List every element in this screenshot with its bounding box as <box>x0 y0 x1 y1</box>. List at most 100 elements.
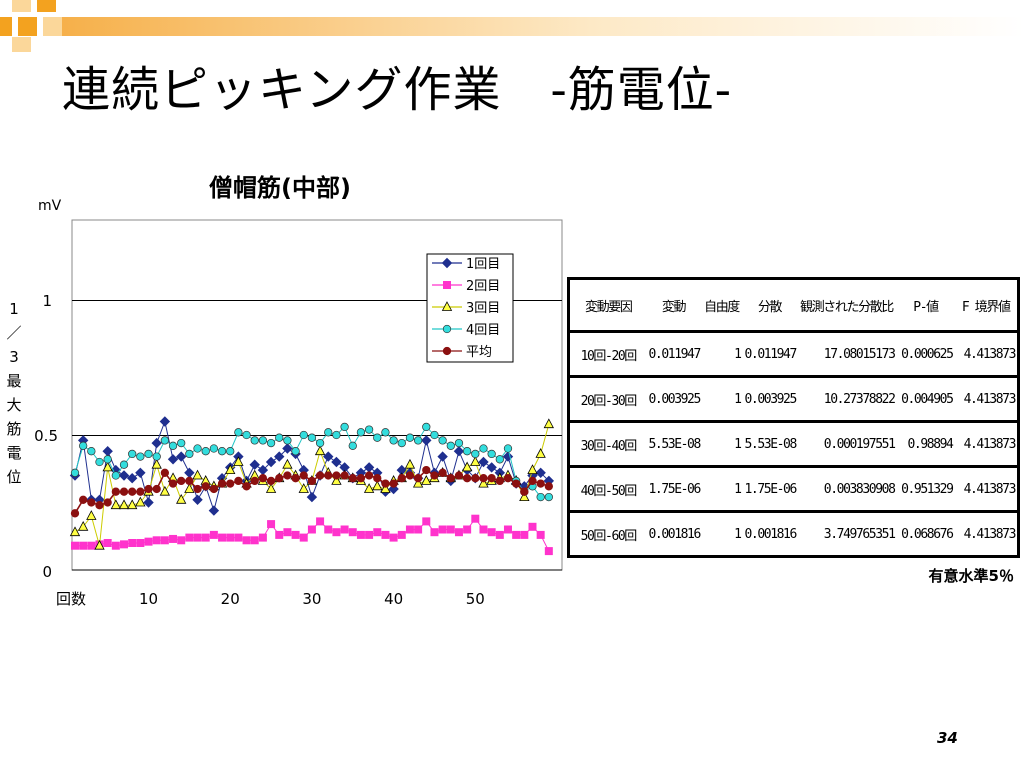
data-point <box>78 520 89 531</box>
data-point <box>397 530 406 539</box>
data-point <box>250 436 259 445</box>
data-point <box>478 456 489 468</box>
deco-square <box>0 17 12 36</box>
data-point <box>79 441 88 450</box>
table-cell: 0.000625 <box>896 331 955 378</box>
data-point <box>348 474 357 483</box>
table-header-row: 変動要因 変動 自由度 分散 観測された分散比 P-値 F 境界値 <box>568 278 1019 333</box>
table-cell: 1 <box>700 376 743 423</box>
data-point <box>471 474 480 483</box>
data-point <box>373 433 382 442</box>
data-point <box>249 459 260 470</box>
data-point <box>111 487 120 496</box>
table-cell: 0.001816 <box>646 511 701 558</box>
data-point <box>544 547 553 556</box>
data-point <box>86 510 97 520</box>
data-point <box>275 433 284 442</box>
data-point <box>389 479 398 488</box>
data-point <box>160 536 169 545</box>
data-point <box>144 449 153 459</box>
data-point <box>503 474 513 483</box>
data-point <box>111 541 120 550</box>
data-point <box>535 448 546 458</box>
deco-square <box>12 0 31 12</box>
table-cell: 10.27378822 <box>796 376 897 423</box>
data-point <box>70 468 80 477</box>
data-point <box>381 428 390 437</box>
data-point <box>348 528 357 537</box>
data-point <box>536 530 545 539</box>
data-point <box>291 474 300 483</box>
data-point <box>324 525 333 534</box>
y-axis-label-char: 位 <box>6 468 21 486</box>
data-point <box>144 537 153 546</box>
data-point <box>283 471 292 480</box>
data-point <box>414 525 423 534</box>
data-point <box>487 528 496 537</box>
data-point <box>258 533 267 542</box>
data-point <box>193 484 202 494</box>
x-tick-label: 10 <box>139 590 158 608</box>
table-cell: 0.003925 <box>742 376 797 423</box>
y-tick-1: 1 <box>42 292 52 310</box>
data-point <box>463 525 472 534</box>
data-point <box>102 461 113 472</box>
deco-square <box>18 17 37 36</box>
data-point <box>267 520 276 529</box>
data-point <box>185 533 194 542</box>
table-header-cell: F 境界値 <box>954 278 1019 333</box>
data-point <box>314 445 326 456</box>
table-cell: 0.003925 <box>646 376 701 423</box>
table-cell: 30回-40回 <box>568 421 647 468</box>
data-point <box>331 475 342 485</box>
data-point <box>283 436 292 445</box>
table-cell: 40回-50回 <box>568 466 647 513</box>
x-tick-label: 40 <box>384 590 403 608</box>
data-point <box>356 428 366 437</box>
data-point <box>421 475 432 485</box>
legend-marker <box>443 281 451 289</box>
data-point <box>535 467 546 479</box>
data-point <box>69 526 81 537</box>
data-point <box>217 447 227 456</box>
y-axis-label-char: 3 <box>9 348 19 366</box>
deco-bar <box>62 17 1024 36</box>
data-point <box>291 530 300 539</box>
data-point <box>430 471 439 480</box>
data-point <box>332 528 341 537</box>
data-point <box>87 447 96 456</box>
data-point <box>462 447 472 456</box>
data-point <box>159 416 171 427</box>
table-cell: 0.003830908 <box>796 466 897 513</box>
data-point <box>119 487 129 496</box>
data-point <box>128 539 137 547</box>
data-point <box>159 485 171 496</box>
data-point <box>234 476 243 486</box>
data-point <box>364 471 374 480</box>
data-point <box>446 525 455 534</box>
data-point <box>250 476 259 486</box>
data-point <box>495 530 504 539</box>
data-point <box>103 539 112 547</box>
table-header-cell: 観測された分散比 <box>796 278 897 333</box>
data-point <box>364 425 374 434</box>
data-point <box>543 418 554 429</box>
table-cell: 4.413873 <box>954 331 1019 378</box>
legend-label: 3回目 <box>466 301 500 316</box>
data-point <box>282 458 293 469</box>
deco-square <box>43 17 62 36</box>
data-point <box>126 472 138 484</box>
data-point <box>438 525 447 534</box>
data-point <box>136 452 145 461</box>
data-point <box>430 430 439 440</box>
series-4 <box>70 422 553 502</box>
significance-note: 有意水準5％ <box>928 567 1014 585</box>
data-point <box>446 441 455 450</box>
data-point <box>79 541 88 550</box>
data-point <box>486 462 497 473</box>
data-point <box>136 487 145 496</box>
data-point <box>446 474 455 483</box>
slide-title: 連続ピッキング作業 -筋電位- <box>62 62 732 118</box>
data-point <box>167 454 179 465</box>
